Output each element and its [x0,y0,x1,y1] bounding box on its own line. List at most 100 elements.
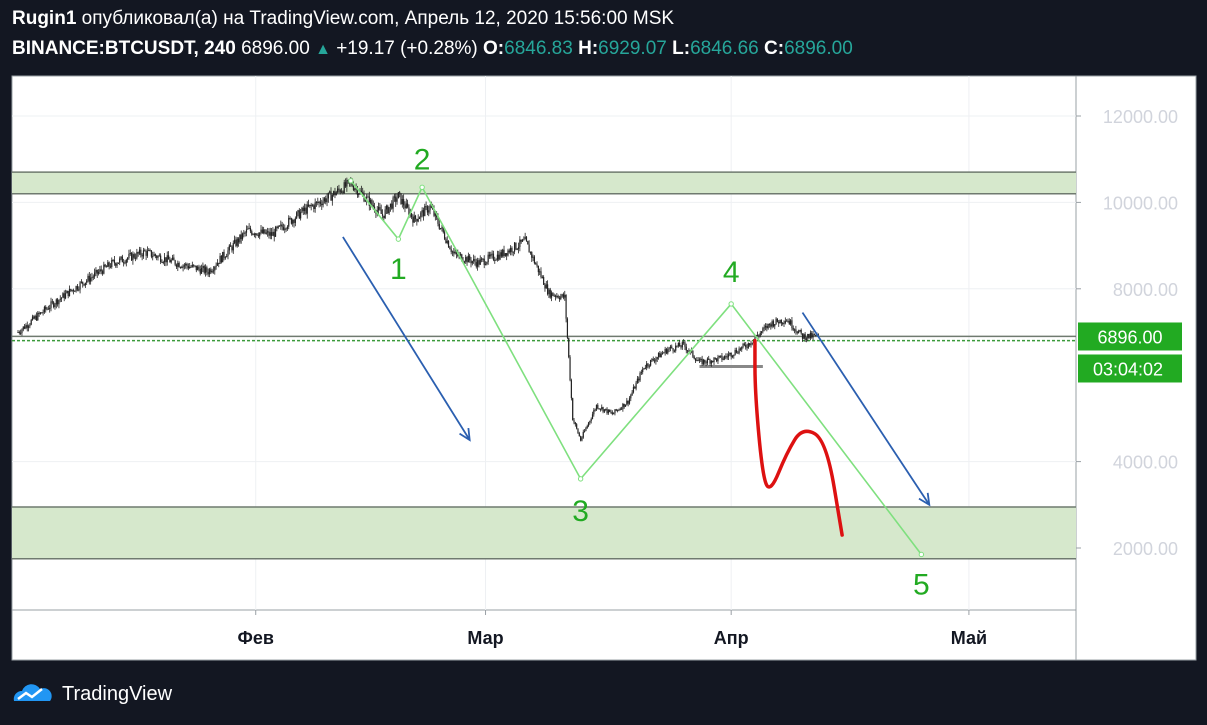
candle [734,347,736,356]
candle [564,290,566,301]
candle [805,337,808,343]
candle-body [727,354,730,357]
candle [305,203,307,216]
candle-body [343,182,345,194]
candle-body [734,350,736,355]
candle [692,350,694,358]
candle-body [34,315,36,319]
candle-body [204,267,207,273]
candle [416,218,418,226]
candle [75,285,77,293]
candle [342,190,344,195]
candle-body [322,201,324,206]
candle [424,203,426,217]
candle-body [100,269,102,272]
candle-body [326,198,328,203]
candle-body [181,267,183,269]
candle-body [449,247,451,250]
candle-body [619,408,621,410]
trend-arrows[interactable] [342,236,931,507]
candle-body [763,327,765,329]
candle-body [595,404,598,410]
candle-body [491,253,493,255]
price-axis[interactable]: 12000.00 10000.00 8000.00 4000.00 2000.00 [1076,107,1178,559]
candle [38,311,40,317]
elliott-wave[interactable]: 1 2 3 4 5 [348,143,930,601]
candle-body [25,325,27,329]
candle-body [385,205,388,210]
candle [227,247,229,260]
candle-body [622,403,624,410]
countdown-tag [1078,354,1182,383]
candle-body [486,262,488,265]
candle-body [33,316,35,319]
trend-arrow-line [342,236,471,441]
candle [387,204,389,215]
candle [244,231,246,237]
candle-body [371,199,373,205]
candle [545,281,547,289]
author-name[interactable]: Rugin1 [12,8,77,29]
candle-body [426,206,429,213]
candle-body [714,357,716,359]
candle [722,356,724,361]
candle [204,264,207,277]
candle [523,236,525,241]
candle-body [550,292,553,298]
forecast-path[interactable] [753,338,844,537]
candle [218,262,220,268]
candle-body [450,249,452,252]
candle-body [63,293,65,299]
candle [34,314,36,321]
candle [268,228,270,239]
candle-body [693,356,695,359]
candle [710,360,712,367]
candle [207,268,209,277]
candle-body [154,254,156,257]
levels [12,335,1076,369]
candle [45,305,47,313]
candle-body [383,215,385,219]
candle [675,342,677,353]
tradingview-footer[interactable]: TradingView [10,681,172,707]
candle-body [478,260,480,265]
candle [39,311,42,315]
candle-body [404,205,406,209]
candle [183,263,186,270]
candle [26,321,28,332]
candle-body [173,257,175,261]
candle-body [586,425,588,428]
candle-body [178,262,180,268]
candle [776,318,779,323]
candle-body [366,196,368,201]
candle-body [259,232,261,237]
symbol-label[interactable]: BINANCE:BTCUSDT, 240 [12,38,236,59]
candle-body [248,227,250,229]
candle [797,329,800,334]
candle-body [185,263,187,266]
candle [252,233,254,236]
candle [716,358,718,363]
candle-body [334,191,336,196]
candle [314,198,316,213]
candle-body [424,206,426,217]
candle [539,268,541,276]
candle-body [508,250,510,253]
candle-body [677,342,679,347]
time-axis[interactable]: Фев Мар Апр Май [238,610,988,648]
candle [492,250,495,262]
candle-body [387,205,389,214]
candle-body [75,286,77,291]
candle [339,188,341,195]
candle-body [590,418,592,421]
candle [327,192,329,203]
candle [696,357,698,362]
high-value: 6929.07 [598,38,667,59]
candle [355,183,357,194]
candle-body [496,254,499,260]
plot-area[interactable] [11,75,1197,661]
candle-body [487,254,489,263]
candle-body [717,356,719,362]
candle [256,233,258,237]
